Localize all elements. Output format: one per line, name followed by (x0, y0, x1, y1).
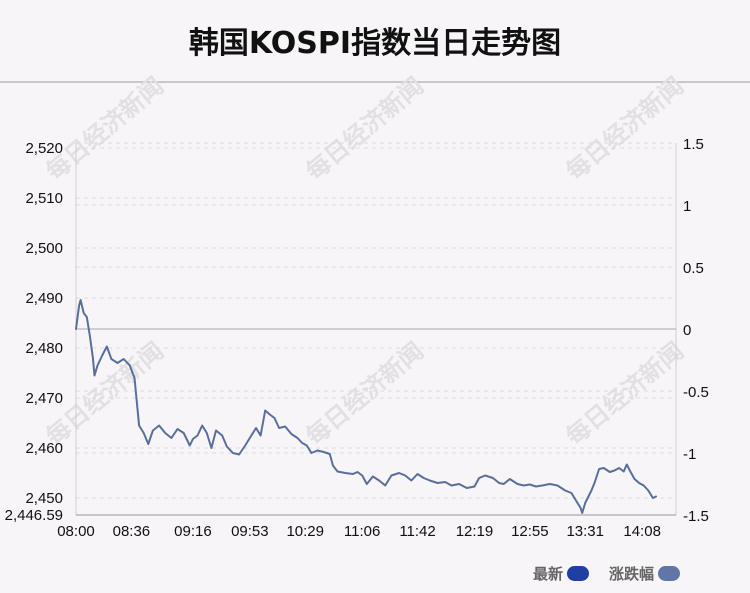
series-layer (75, 299, 657, 514)
y-right-tick-label: 1.5 (683, 136, 704, 153)
x-tick-label: 11:06 (344, 523, 380, 540)
legend-swatch-latest (567, 565, 590, 581)
series-line-latest (75, 299, 657, 514)
x-tick-label: 10:29 (286, 523, 324, 540)
y-right-tick-label: 0.5 (683, 260, 704, 277)
watermark-text: 每日经济新闻 (41, 72, 169, 186)
chart-title: 韩国KOSPI指数当日走势图 (188, 26, 562, 61)
title-divider (0, 81, 750, 83)
y-left-tick-label: 2,460 (25, 440, 63, 457)
legend-label-latest: 最新 (533, 564, 564, 583)
watermark-text: 每日经济新闻 (561, 337, 689, 451)
x-tick-label: 08:36 (113, 523, 151, 540)
watermark-text: 每日经济新闻 (301, 337, 429, 451)
x-tick-label: 13:31 (566, 523, 604, 540)
x-tick-label: 08:00 (57, 523, 95, 540)
y-left-tick-label: 2,500 (25, 240, 63, 257)
watermark-text: 每日经济新闻 (301, 72, 429, 186)
x-tick-label: 09:53 (231, 523, 269, 540)
x-tick-label: 11:42 (399, 523, 435, 540)
x-tick-label: 12:19 (456, 523, 494, 540)
legend-label-change: 涨跌幅 (609, 564, 655, 583)
watermark-text: 每日经济新闻 (561, 72, 689, 186)
legend-item-change[interactable]: 涨跌幅 (609, 563, 681, 583)
y-right-tick-label: 0 (683, 322, 691, 339)
tick-labels: 2,520 2,510 2,500 2,490 2,480 2,470 2,460 2,450… (5, 136, 709, 540)
x-tick-label: 14:08 (623, 523, 661, 540)
y-left-tick-label: 2,480 (25, 340, 63, 357)
y-left-tick-label: 2,520 (25, 140, 63, 157)
y-right-tick-label: 1 (683, 198, 691, 215)
y-left-tick-label: 2,470 (25, 390, 63, 407)
y-right-tick-label: -0.5 (683, 384, 709, 401)
y-left-tick-label: 2,490 (25, 290, 63, 307)
axes (75, 143, 677, 516)
y-left-tick-label: 2,446.59 (5, 507, 63, 524)
y-right-tick-label: -1 (683, 446, 696, 463)
x-tick-label: 12:55 (511, 523, 549, 540)
x-tick-label: 09:16 (174, 523, 212, 540)
y-left-tick-label: 2,450 (25, 490, 63, 507)
y-right-tick-label: -1.5 (683, 508, 709, 525)
legend-item-latest[interactable]: 最新 (533, 563, 590, 583)
legend-swatch-change (658, 565, 681, 581)
y-left-tick-label: 2,510 (25, 190, 63, 207)
